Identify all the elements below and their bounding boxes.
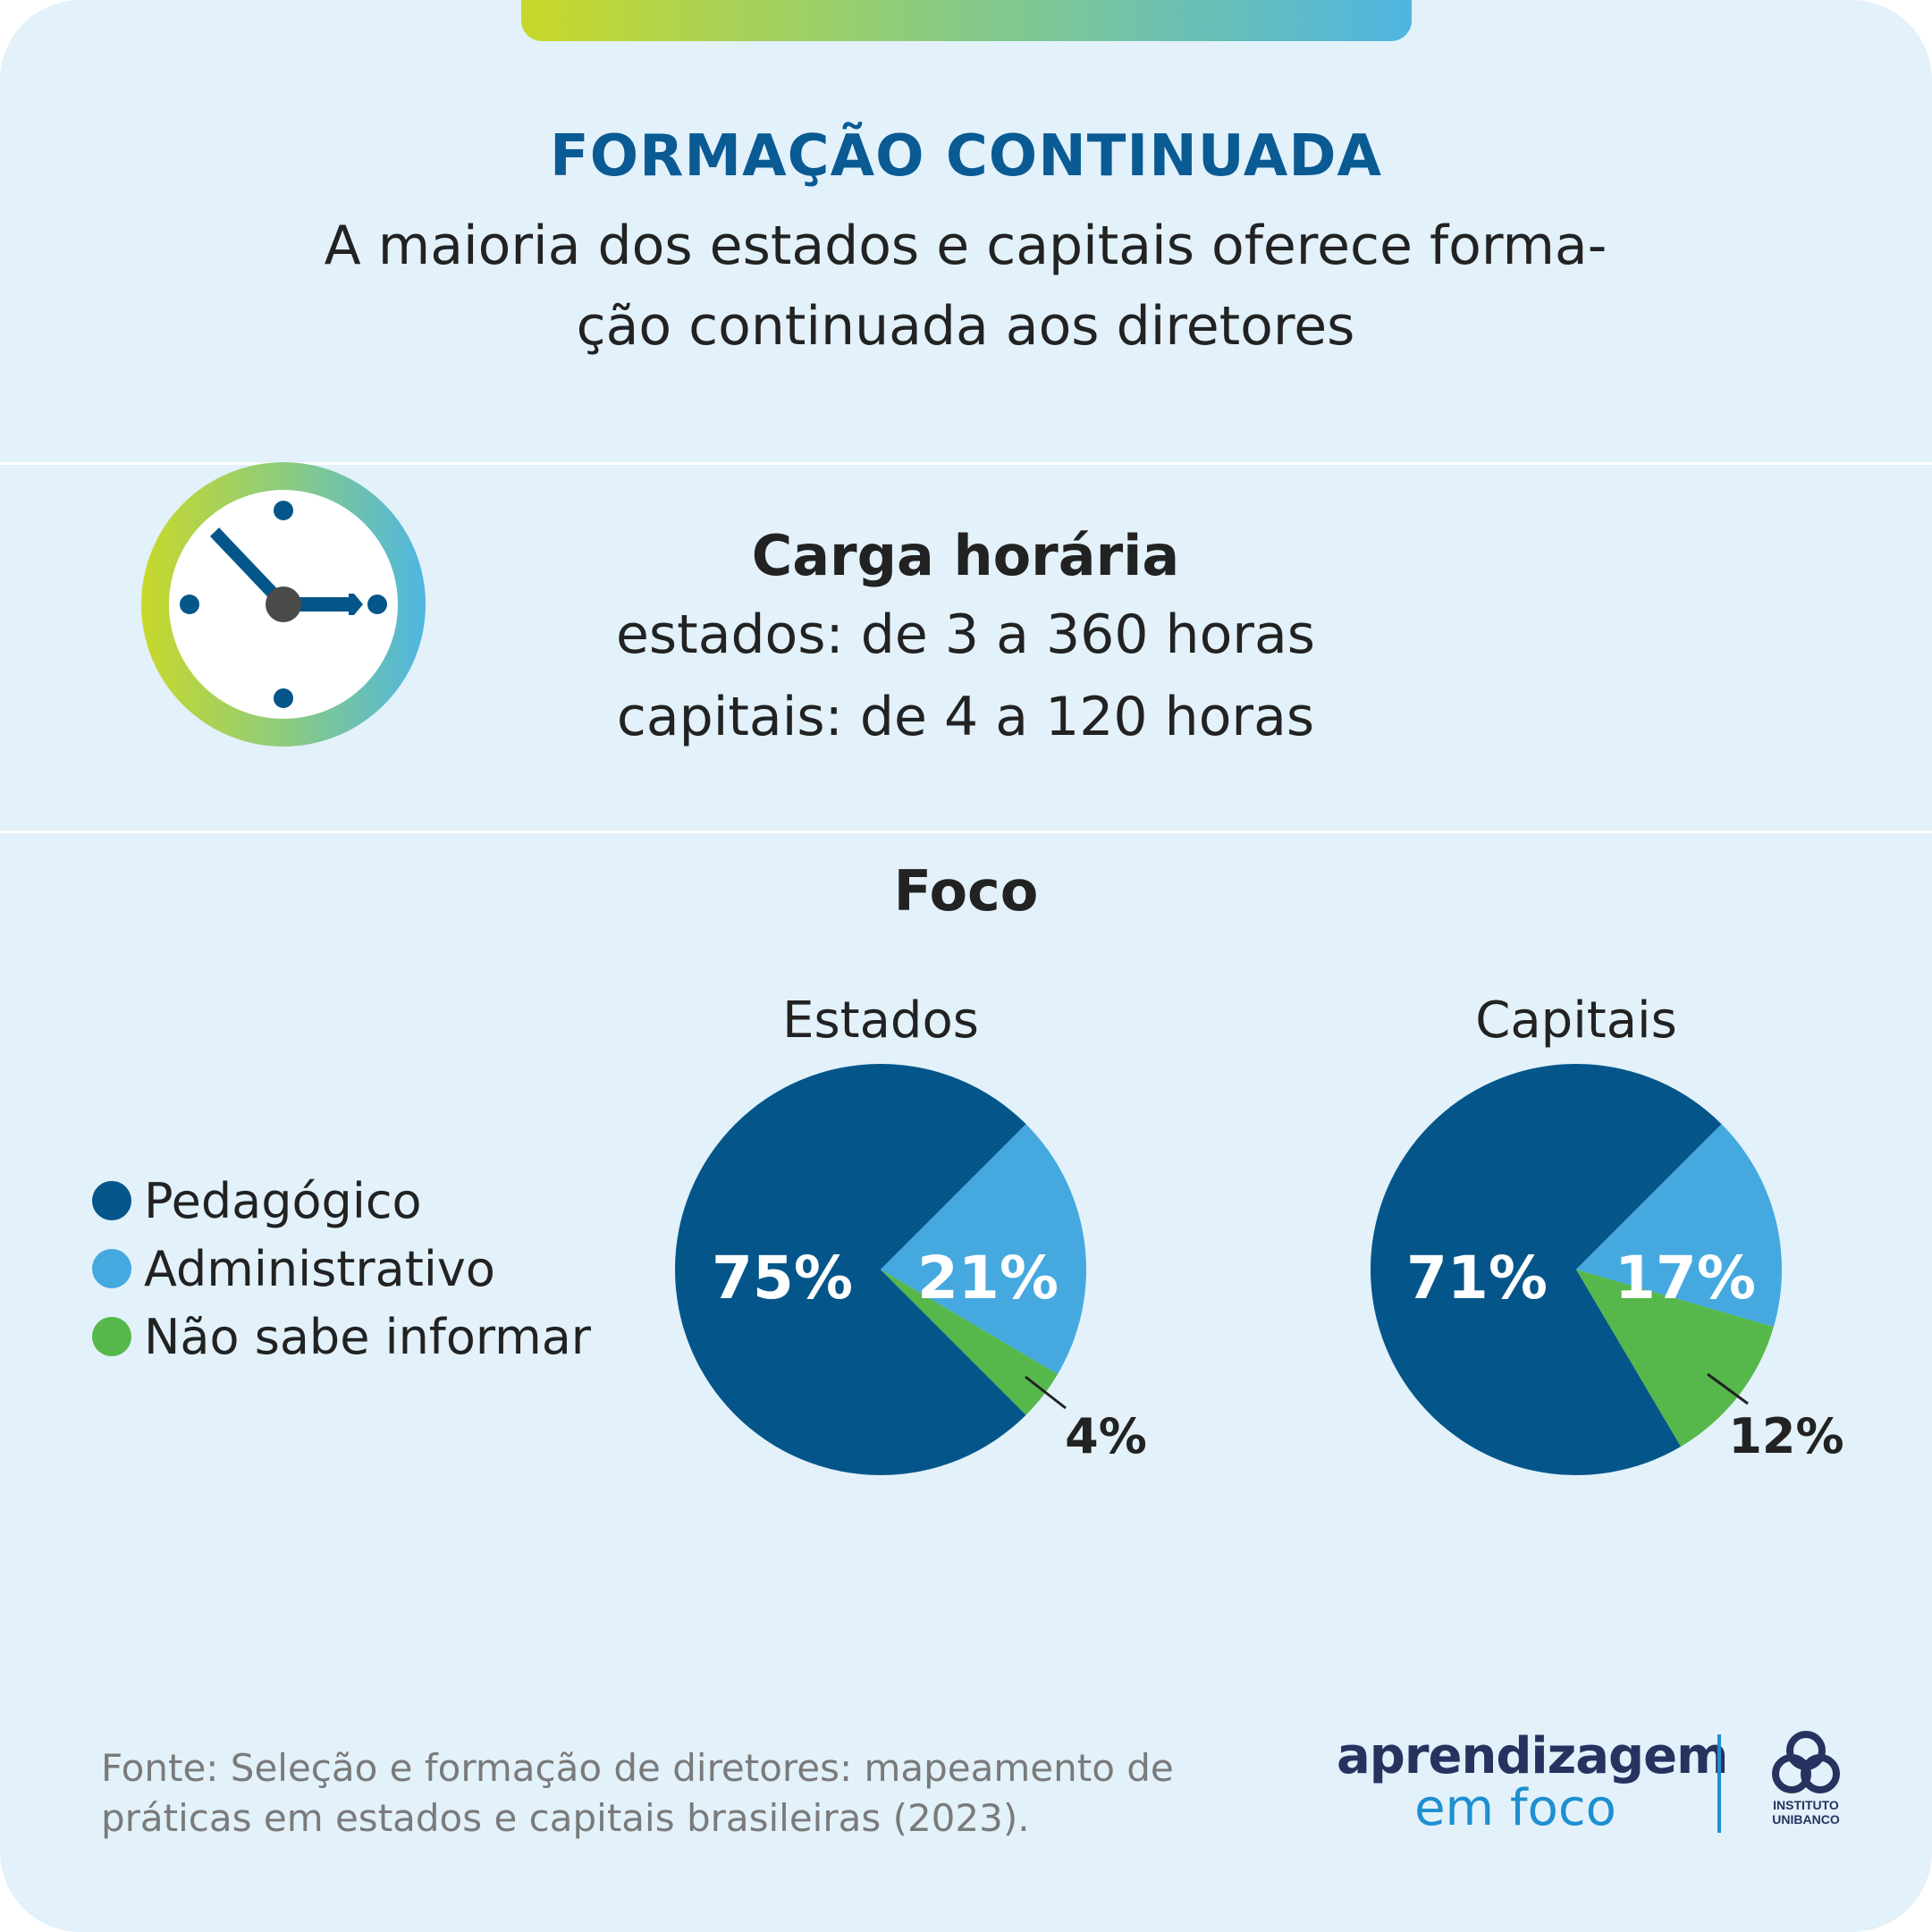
subtitle-line-2: ção continuada aos diretores bbox=[576, 295, 1355, 358]
pie-slice-2 bbox=[1576, 1124, 1782, 1328]
pie-data-label: 71% bbox=[1406, 1244, 1548, 1312]
foco-title: Foco bbox=[893, 858, 1039, 924]
pie-title: Capitais bbox=[1475, 991, 1677, 1050]
pie-title: Estados bbox=[782, 991, 979, 1050]
logo-separator bbox=[1717, 1734, 1721, 1833]
leader-line bbox=[1025, 1375, 1067, 1410]
pie-data-label: 12% bbox=[1728, 1408, 1843, 1464]
pie-slice-2 bbox=[881, 1124, 1086, 1375]
clock-icon bbox=[141, 462, 426, 747]
carga-title: Carga horária bbox=[751, 523, 1180, 588]
logo-main-text: aprendizagem bbox=[1337, 1727, 1728, 1785]
legend-dot bbox=[92, 1317, 131, 1356]
leader-line bbox=[1707, 1372, 1749, 1405]
legend-item-administrativo: Administrativo bbox=[92, 1235, 591, 1303]
subtitle-line-1: A maioria dos estados e capitais oferece… bbox=[324, 215, 1607, 277]
legend-dot bbox=[92, 1181, 131, 1220]
legend-label: Não sabe informar bbox=[144, 1308, 592, 1365]
pie-data-label: 75% bbox=[712, 1244, 853, 1312]
pie-data-label: 17% bbox=[1615, 1244, 1756, 1312]
section-divider bbox=[0, 462, 1932, 465]
legend-label: Pedagógico bbox=[144, 1172, 422, 1229]
section-divider bbox=[0, 831, 1932, 833]
source-note: Fonte: Seleção e formação de diretores: … bbox=[101, 1743, 1263, 1843]
source-line-1: Fonte: Seleção e formação de diretores: … bbox=[101, 1746, 1174, 1790]
legend-item-pedagogico: Pedagógico bbox=[92, 1167, 591, 1235]
institute-line-2: UNIBANCO bbox=[1772, 1812, 1840, 1827]
pie-data-label: 4% bbox=[1065, 1408, 1147, 1464]
instituto-unibanco-logo: INSTITUTO UNIBANCO bbox=[1772, 1731, 1840, 1827]
gradient-top-bar bbox=[521, 0, 1412, 41]
carga-capitais: capitais: de 4 a 120 horas bbox=[616, 686, 1315, 748]
pie-slice-3 bbox=[881, 1270, 1058, 1415]
carga-estados: estados: de 3 a 360 horas bbox=[616, 603, 1315, 666]
pie-data-label: 21% bbox=[917, 1244, 1059, 1312]
pie-slice-1 bbox=[1370, 1063, 1722, 1475]
pie-slice-3 bbox=[1576, 1270, 1774, 1447]
logo-sub-text: em foco bbox=[1414, 1779, 1616, 1837]
chart-legend: Pedagógico Administrativo Não sabe infor… bbox=[92, 1167, 591, 1371]
institute-line-1: INSTITUTO bbox=[1773, 1798, 1839, 1812]
aprendizagem-logo: aprendizagem em foco bbox=[1337, 1727, 1728, 1837]
pie-slice-1 bbox=[674, 1064, 1026, 1476]
legend-dot bbox=[92, 1249, 131, 1288]
source-line-2: práticas em estados e capitais brasileir… bbox=[101, 1796, 1030, 1840]
page-subtitle: A maioria dos estados e capitais oferece… bbox=[206, 206, 1725, 367]
legend-item-nao-sabe: Não sabe informar bbox=[92, 1303, 591, 1371]
page-title: FORMAÇÃO CONTINUADA bbox=[550, 123, 1382, 190]
legend-label: Administrativo bbox=[144, 1240, 495, 1297]
